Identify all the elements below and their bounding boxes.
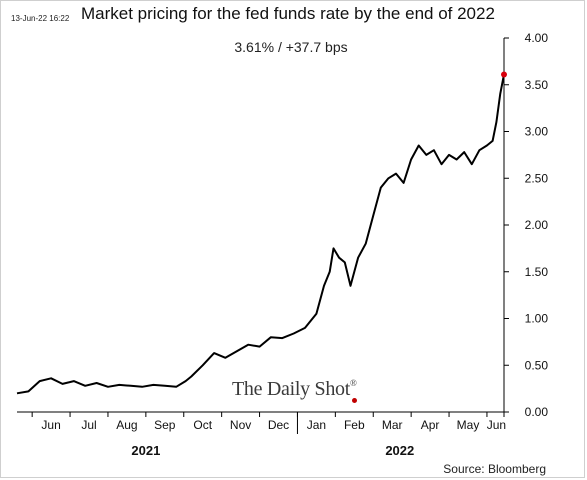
chart-title: Market pricing for the fed funds rate by…	[81, 4, 495, 23]
chart-subtitle: 3.61% / +37.7 bps	[234, 39, 348, 55]
timestamp: 13-Jun-22 16:22	[11, 14, 70, 23]
x-tick-label: Apr	[421, 418, 440, 432]
year-label: 2021	[131, 443, 160, 458]
x-tick-label: May	[457, 418, 480, 432]
x-tick-label: Jun	[41, 418, 60, 432]
y-tick-label: 0.00	[525, 405, 549, 419]
y-tick-label: 1.50	[525, 265, 549, 279]
watermark-logo: The Daily Shot®	[232, 378, 357, 403]
x-tick-label: Sep	[154, 418, 176, 432]
registered-mark-icon: ®	[350, 378, 357, 388]
x-tick-label: Jan	[307, 418, 326, 432]
y-tick-label: 1.00	[525, 312, 549, 326]
watermark-dot-icon	[352, 398, 357, 403]
y-tick-label: 3.00	[525, 125, 549, 139]
x-tick-label: Nov	[230, 418, 251, 432]
x-tick-label: Jun	[487, 418, 506, 432]
watermark-text: The Daily Shot	[232, 378, 351, 400]
y-tick-label: 0.50	[525, 358, 549, 372]
x-tick-label: Mar	[382, 418, 403, 432]
x-tick-label: Jul	[81, 418, 96, 432]
last-value-marker	[501, 71, 507, 78]
series-line	[16, 74, 505, 395]
x-tick-label: Dec	[268, 418, 289, 432]
x-tick-label: Feb	[344, 418, 365, 432]
y-tick-label: 4.00	[525, 31, 549, 45]
y-tick-label: 3.50	[525, 78, 549, 92]
x-tick-label: Aug	[116, 418, 137, 432]
y-tick-label: 2.50	[525, 171, 549, 185]
year-label: 2022	[385, 443, 414, 458]
x-tick-label: Oct	[193, 418, 212, 432]
y-tick-label: 2.00	[525, 218, 549, 232]
source-note: Source: Bloomberg	[443, 462, 546, 476]
